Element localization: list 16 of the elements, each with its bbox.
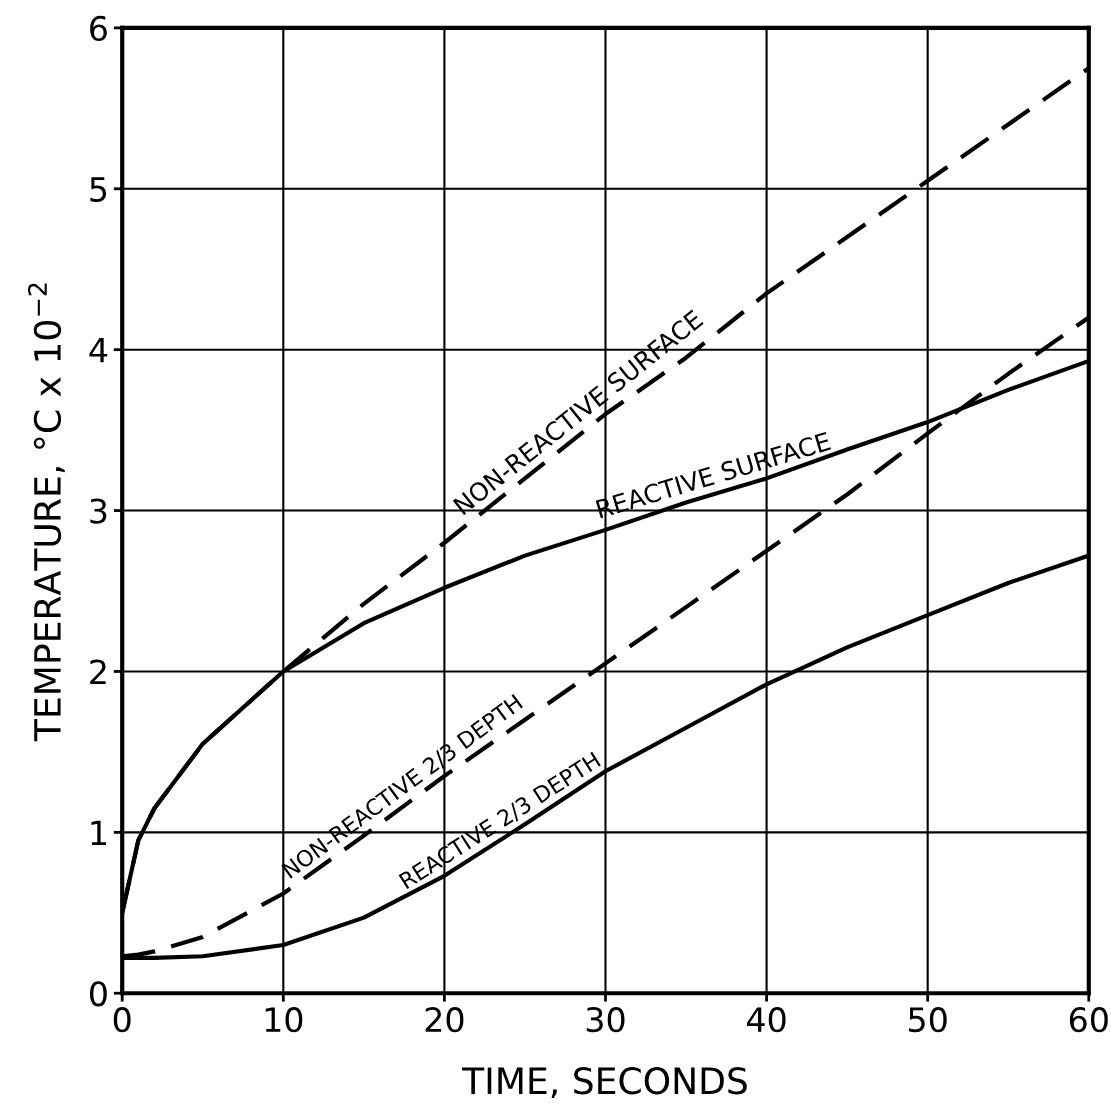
y-tick-label: 5 (90, 177, 107, 202)
y-tick-label: 4 (89, 338, 108, 363)
y-tick-label: 6 (90, 15, 107, 42)
x-tick-label: 50 (909, 1007, 947, 1033)
x-tick-label: 0 (113, 1007, 131, 1033)
y-tick-label: 1 (91, 820, 106, 846)
x-tick-label: 30 (586, 1007, 625, 1033)
x-tick-label: 40 (747, 1007, 786, 1033)
y-tick-label: 3 (90, 498, 107, 524)
y-tick-label: 0 (90, 981, 107, 1007)
x-tick-label: 60 (1069, 1007, 1108, 1033)
x-axis-title: TIME, SECONDS (462, 1067, 747, 1099)
x-tick-label: 10 (265, 1007, 303, 1033)
y-tick-label: 2 (90, 659, 106, 685)
x-tick-label: 20 (425, 1007, 464, 1033)
y-axis-title: TEMPERATURE, °C x 10$^{−2}$ (27, 283, 65, 742)
